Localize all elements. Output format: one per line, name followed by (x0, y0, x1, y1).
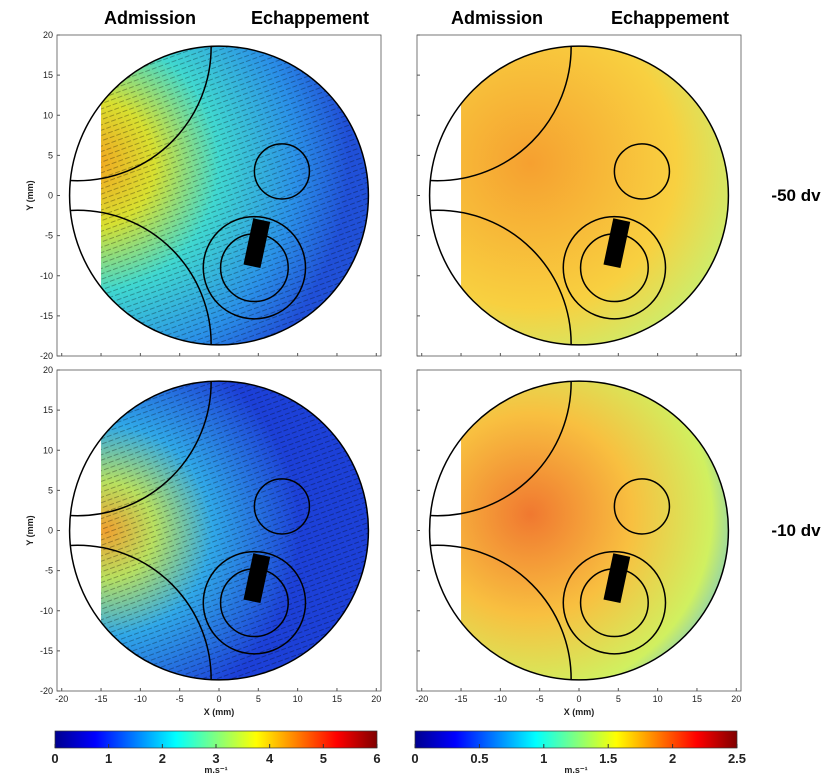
y-tick-label: -5 (45, 231, 53, 241)
outline (68, 45, 370, 346)
spark-plug (613, 478, 671, 535)
y-tick-label: -15 (40, 311, 53, 321)
colorbar-tick-label: 0 (51, 751, 58, 766)
colorbar-tick-label: 1.5 (599, 751, 617, 766)
injector-tip (603, 553, 631, 604)
x-tick-label: -10 (134, 694, 147, 704)
colorbar (414, 730, 738, 749)
y-tick-label: -15 (40, 646, 53, 656)
y-tick-label: 10 (43, 445, 53, 455)
y-tick-label: 20 (43, 30, 53, 40)
spark-plug (613, 143, 671, 200)
y-tick-label: 5 (48, 150, 53, 160)
colorbar-tick-label: 1 (540, 751, 547, 766)
column-title: Echappement (611, 8, 729, 28)
row-label: -50 dv (771, 186, 821, 205)
valve-arc (429, 209, 572, 345)
x-tick-label: 15 (692, 694, 702, 704)
colorbar-tick-label: 2.5 (728, 751, 746, 766)
colorbar-tick-label: 0.5 (470, 751, 488, 766)
row-label: -10 dv (771, 521, 821, 540)
x-tick-label: 10 (293, 694, 303, 704)
x-tick-label: -15 (455, 694, 468, 704)
x-tick-label: -10 (494, 694, 507, 704)
valve-arc (429, 46, 572, 182)
column-title: Admission (451, 8, 543, 28)
injector-outer (202, 215, 307, 320)
column-title: Echappement (251, 8, 369, 28)
y-tick-label: 15 (43, 405, 53, 415)
y-tick-label: 20 (43, 365, 53, 375)
x-tick-label: 0 (216, 694, 221, 704)
y-tick-label: -5 (45, 566, 53, 576)
x-tick-label: -5 (176, 694, 184, 704)
colorbar-tick-label: 6 (373, 751, 380, 766)
x-tick-label: 10 (653, 694, 663, 704)
injector-outer (562, 550, 667, 655)
valve-arc (69, 381, 212, 517)
spark-plug (253, 143, 311, 200)
panel: -20 -15 -10 -5 0 5 10 15 20 Y (mm) (25, 30, 382, 361)
y-axis-label: Y (mm) (25, 180, 35, 210)
colorbar-tick-label: 1 (105, 751, 112, 766)
field-map (429, 381, 729, 680)
colorbar-tick-label: 4 (266, 751, 274, 766)
valve-arc (429, 544, 572, 680)
column-title: Admission (104, 8, 196, 28)
x-tick-label: -15 (95, 694, 108, 704)
colorbar-tick-label: 3 (212, 751, 219, 766)
panel: -20 -15 -10 -5 0 5 10 15 20 X (mm) (415, 369, 742, 717)
x-axis-label: X (mm) (564, 707, 595, 717)
colorbar-tick-label: 2 (159, 751, 166, 766)
injector-outer (202, 550, 307, 655)
colorbar-unit: m.s⁻¹ (564, 765, 587, 775)
injector-outer (562, 215, 667, 320)
x-tick-label: 20 (371, 694, 381, 704)
x-tick-label: -20 (415, 694, 428, 704)
x-tick-label: 5 (256, 694, 261, 704)
valve-arc (69, 209, 212, 345)
valve-arc (69, 544, 212, 680)
y-tick-label: -20 (40, 686, 53, 696)
x-axis-label: X (mm) (204, 707, 235, 717)
y-tick-label: 5 (48, 485, 53, 495)
x-tick-label: 15 (332, 694, 342, 704)
y-axis-label: Y (mm) (25, 515, 35, 545)
injector-tip (603, 218, 631, 269)
injector-tip (243, 218, 271, 269)
y-tick-label: 0 (48, 191, 53, 201)
outline (68, 380, 370, 681)
injector-tip (243, 553, 271, 604)
panel (416, 34, 742, 357)
colorbar-tick-label: 2 (669, 751, 676, 766)
valve-arc (69, 46, 212, 182)
y-tick-label: 15 (43, 70, 53, 80)
y-tick-label: 10 (43, 110, 53, 120)
y-tick-label: -20 (40, 351, 53, 361)
colorbar-unit: m.s⁻¹ (204, 765, 227, 775)
field-map (429, 46, 729, 345)
spark-plug (253, 478, 311, 535)
outline (428, 380, 730, 681)
x-tick-label: -5 (536, 694, 544, 704)
panel: -20 -15 -10 -5 0 5 10 15 20 -20 -15 -10 -5 0 5 10 15 20 X … (25, 365, 382, 717)
x-tick-label: -20 (55, 694, 68, 704)
y-tick-label: -10 (40, 606, 53, 616)
colorbar-tick-label: 0 (411, 751, 418, 766)
x-tick-label: 5 (616, 694, 621, 704)
x-tick-label: 0 (576, 694, 581, 704)
valve-arc (429, 381, 572, 517)
outline (428, 45, 730, 346)
x-tick-label: 20 (731, 694, 741, 704)
colorbar-tick-label: 5 (320, 751, 327, 766)
y-tick-label: -10 (40, 271, 53, 281)
y-tick-label: 0 (48, 526, 53, 536)
